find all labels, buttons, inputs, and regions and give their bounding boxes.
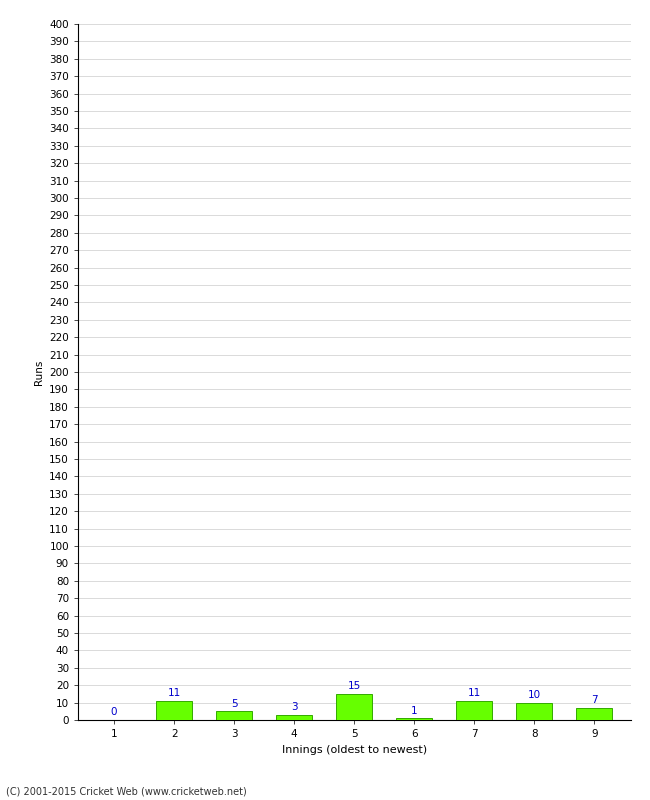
Text: 7: 7 (591, 695, 598, 706)
Text: 11: 11 (468, 688, 481, 698)
Text: (C) 2001-2015 Cricket Web (www.cricketweb.net): (C) 2001-2015 Cricket Web (www.cricketwe… (6, 786, 247, 796)
Bar (216, 711, 252, 720)
X-axis label: Innings (oldest to newest): Innings (oldest to newest) (281, 745, 427, 754)
Text: 5: 5 (231, 698, 237, 709)
Text: 1: 1 (411, 706, 417, 716)
Bar (156, 701, 192, 720)
Text: 3: 3 (291, 702, 298, 712)
Text: 15: 15 (348, 682, 361, 691)
Text: 0: 0 (111, 707, 117, 718)
Text: 11: 11 (168, 688, 181, 698)
Bar (456, 701, 493, 720)
Bar (516, 702, 552, 720)
Y-axis label: Runs: Runs (34, 359, 44, 385)
Text: 10: 10 (528, 690, 541, 700)
Bar (396, 718, 432, 720)
Bar (276, 714, 312, 720)
Bar (577, 708, 612, 720)
Bar (336, 694, 372, 720)
